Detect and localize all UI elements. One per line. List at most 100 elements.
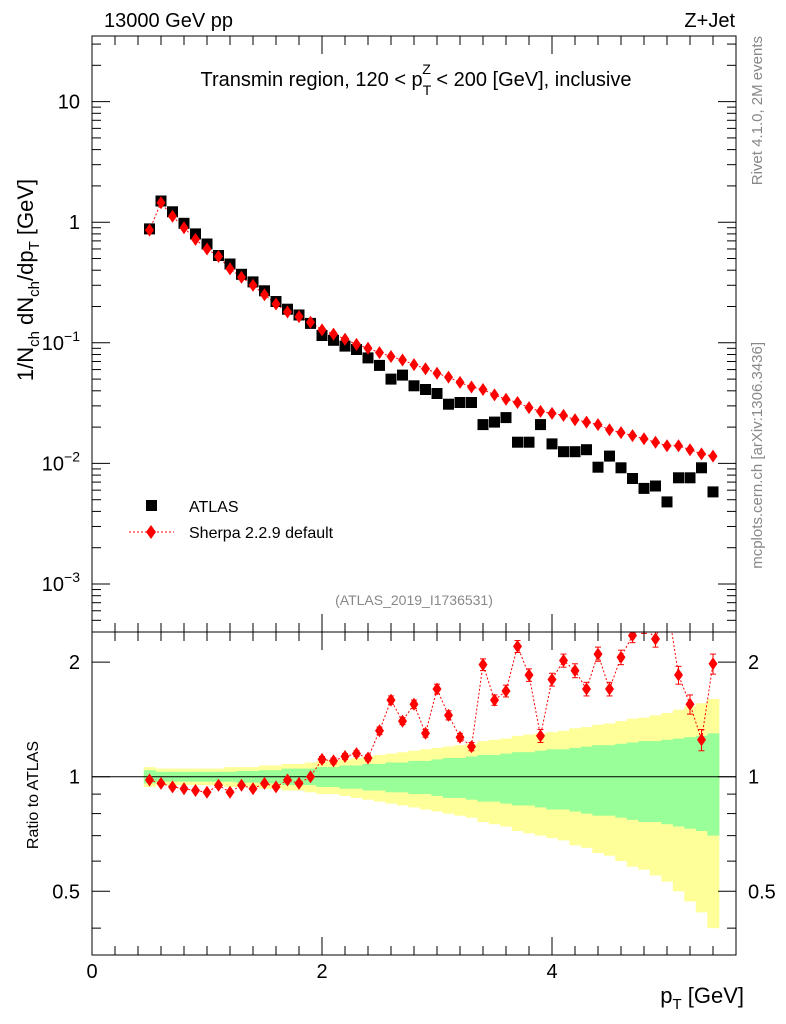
sherpa-point: [685, 443, 695, 457]
ratio-point: [651, 632, 660, 646]
atlas-point: [466, 397, 477, 408]
atlas-point: [454, 397, 466, 408]
ratio-point: [409, 697, 419, 711]
ratio-point: [214, 778, 223, 792]
energy-label: 13000 GeV pp: [104, 10, 233, 32]
ratio-y-tick-label-left: 2: [69, 652, 80, 674]
sherpa-point: [455, 375, 465, 389]
ratio-series-group: [92, 632, 736, 929]
atlas-point: [385, 373, 397, 385]
atlas-point: [627, 473, 638, 484]
ratio-point: [444, 708, 453, 722]
ratio-point: [191, 784, 200, 797]
ratio-band-inner: [592, 745, 605, 816]
ratio-point: [628, 632, 637, 642]
sherpa-point: [616, 426, 626, 440]
ratio-point: [524, 668, 534, 682]
ratio-band-inner: [557, 749, 570, 810]
atlas-point: [397, 369, 408, 381]
ratio-point: [294, 776, 304, 790]
ratio-y-tick-label-right: 0.5: [748, 881, 776, 903]
ratio-point: [202, 785, 212, 799]
ratio-band-inner: [511, 752, 524, 806]
sherpa-point: [651, 435, 660, 449]
sherpa-point: [444, 370, 453, 384]
atlas-point: [489, 416, 500, 428]
y-label-p1: 1/N: [13, 347, 38, 381]
ratio-point: [467, 740, 476, 754]
legend-atlas-label: ATLAS: [189, 499, 239, 516]
main-y-tick-label: 10−3: [42, 569, 80, 596]
sherpa-point: [145, 223, 154, 237]
ratio-point: [363, 751, 373, 765]
sherpa-point: [225, 262, 235, 276]
sherpa-point: [547, 406, 557, 420]
x-label-sub: T: [672, 996, 681, 1013]
sherpa-point: [513, 396, 522, 409]
sherpa-point: [191, 232, 200, 246]
main-series-group: [144, 195, 719, 508]
sherpa-point: [306, 315, 315, 329]
atlas-point: [650, 480, 661, 492]
main-title-pre: Transmin region, 120 < p: [201, 69, 423, 91]
atlas-point: [707, 486, 719, 498]
y-label-p2: dN: [13, 297, 38, 331]
atlas-point: [408, 380, 420, 392]
y-label-s3: T: [26, 241, 43, 250]
ratio-band-inner: [603, 745, 616, 816]
atlas-point: [661, 496, 673, 508]
ratio-band-inner: [442, 758, 455, 798]
main-title-post: < 200 [GeV], inclusive: [431, 69, 632, 91]
ratio-point: [616, 650, 626, 664]
sherpa-point: [708, 449, 718, 463]
ratio-band-inner: [408, 760, 421, 795]
atlas-point: [443, 398, 454, 410]
ratio-band-inner: [419, 760, 432, 795]
ratio-y-tick-label-right: 2: [748, 652, 759, 674]
atlas-point: [569, 446, 581, 458]
sherpa-point: [340, 332, 350, 346]
main-y-tick-exp: −2: [64, 448, 80, 464]
ratio-point: [674, 668, 683, 682]
main-y-tick-exp: −1: [64, 328, 80, 344]
legend-atlas-marker: [146, 500, 157, 511]
ratio-band-inner: [580, 746, 593, 814]
atlas-point: [696, 462, 707, 474]
ratio-point: [145, 773, 154, 787]
atlas-point: [592, 461, 604, 473]
atlas-point: [477, 419, 489, 431]
sherpa-point: [662, 439, 672, 453]
ratio-band-inner: [615, 743, 628, 818]
y-label-p3: /dp: [13, 250, 38, 281]
atlas-point: [638, 482, 650, 494]
ratio-point: [398, 714, 407, 728]
atlas-point: [339, 340, 351, 352]
ratio-point: [156, 776, 166, 790]
atlas-point: [523, 436, 535, 448]
sherpa-point: [582, 415, 591, 429]
sherpa-point: [501, 392, 511, 406]
sherpa-point: [168, 209, 177, 223]
ratio-y-tick-label-right: 1: [748, 767, 759, 789]
atlas-point: [420, 384, 431, 395]
sherpa-point: [352, 337, 361, 351]
main-title-sub: T: [423, 82, 432, 98]
ratio-band-inner: [626, 742, 639, 820]
atlas-point: [615, 462, 627, 474]
ratio-band-inner: [465, 756, 478, 800]
sherpa-line: [149, 201, 714, 457]
sherpa-point: [605, 423, 614, 437]
atlas-point: [604, 450, 615, 462]
ratio-band-inner: [672, 738, 685, 827]
sherpa-point: [490, 388, 499, 402]
atlas-point: [500, 412, 512, 424]
sherpa-point: [329, 327, 338, 341]
ratio-band-inner: [385, 762, 398, 793]
ratio-point: [455, 730, 465, 744]
x-axis-label: pT [GeV]: [660, 983, 744, 1013]
ratio-point: [329, 754, 338, 768]
sherpa-point: [214, 250, 223, 263]
legend-sherpa-label: Sherpa 2.2.9 default: [189, 525, 334, 542]
